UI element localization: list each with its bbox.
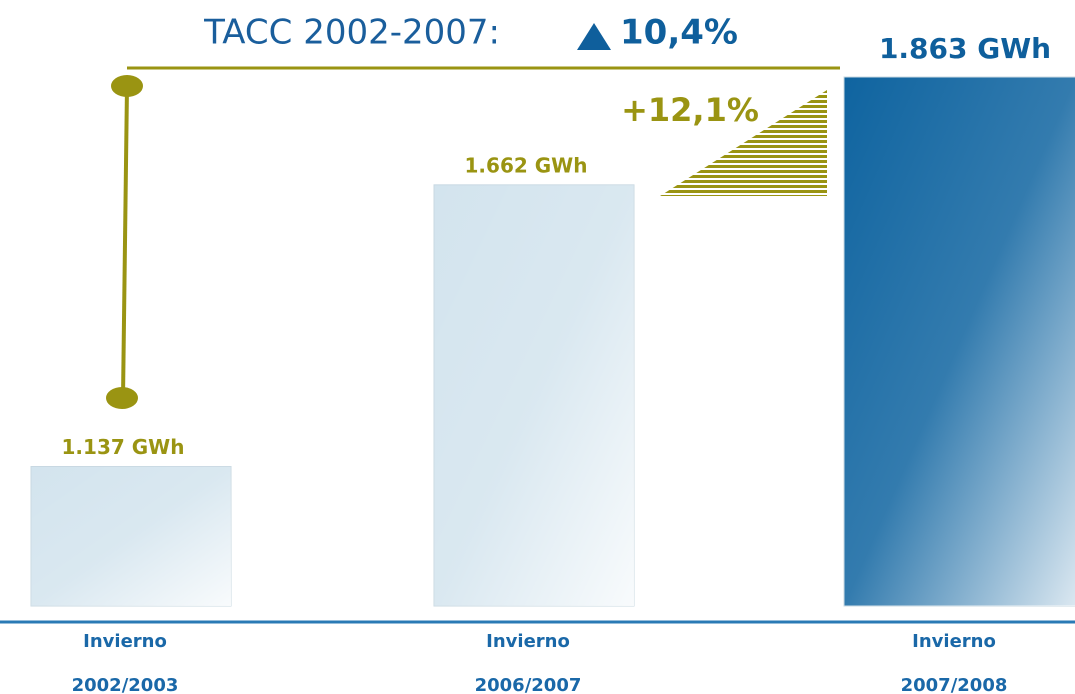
dumbbell-end: [106, 387, 138, 409]
x-tick-label: 2002/2003: [72, 675, 179, 694]
title: TACC 2002-2007:: [203, 13, 500, 53]
growth-wedge: [660, 90, 827, 196]
up-triangle: [577, 23, 611, 50]
bar-sheen: [844, 77, 1075, 606]
value-label: 1.863 GWh: [879, 32, 1051, 65]
bar-sheen: [434, 184, 634, 606]
dumbbell-end: [111, 75, 143, 97]
title-value: 10,4%: [620, 13, 738, 53]
dumbbell-line: [121, 85, 129, 399]
x-tick-label: 2006/2007: [475, 675, 582, 694]
bar-sheen: [31, 466, 231, 606]
x-tick-label: Invierno: [912, 631, 996, 652]
x-tick-label: Invierno: [486, 631, 570, 652]
x-tick-label: 2007/2008: [901, 675, 1008, 694]
x-tick-label: Invierno: [83, 631, 167, 652]
annotation: +12,1%: [621, 91, 759, 129]
value-label: 1.137 GWh: [62, 435, 185, 459]
value-label: 1.662 GWh: [465, 153, 588, 177]
